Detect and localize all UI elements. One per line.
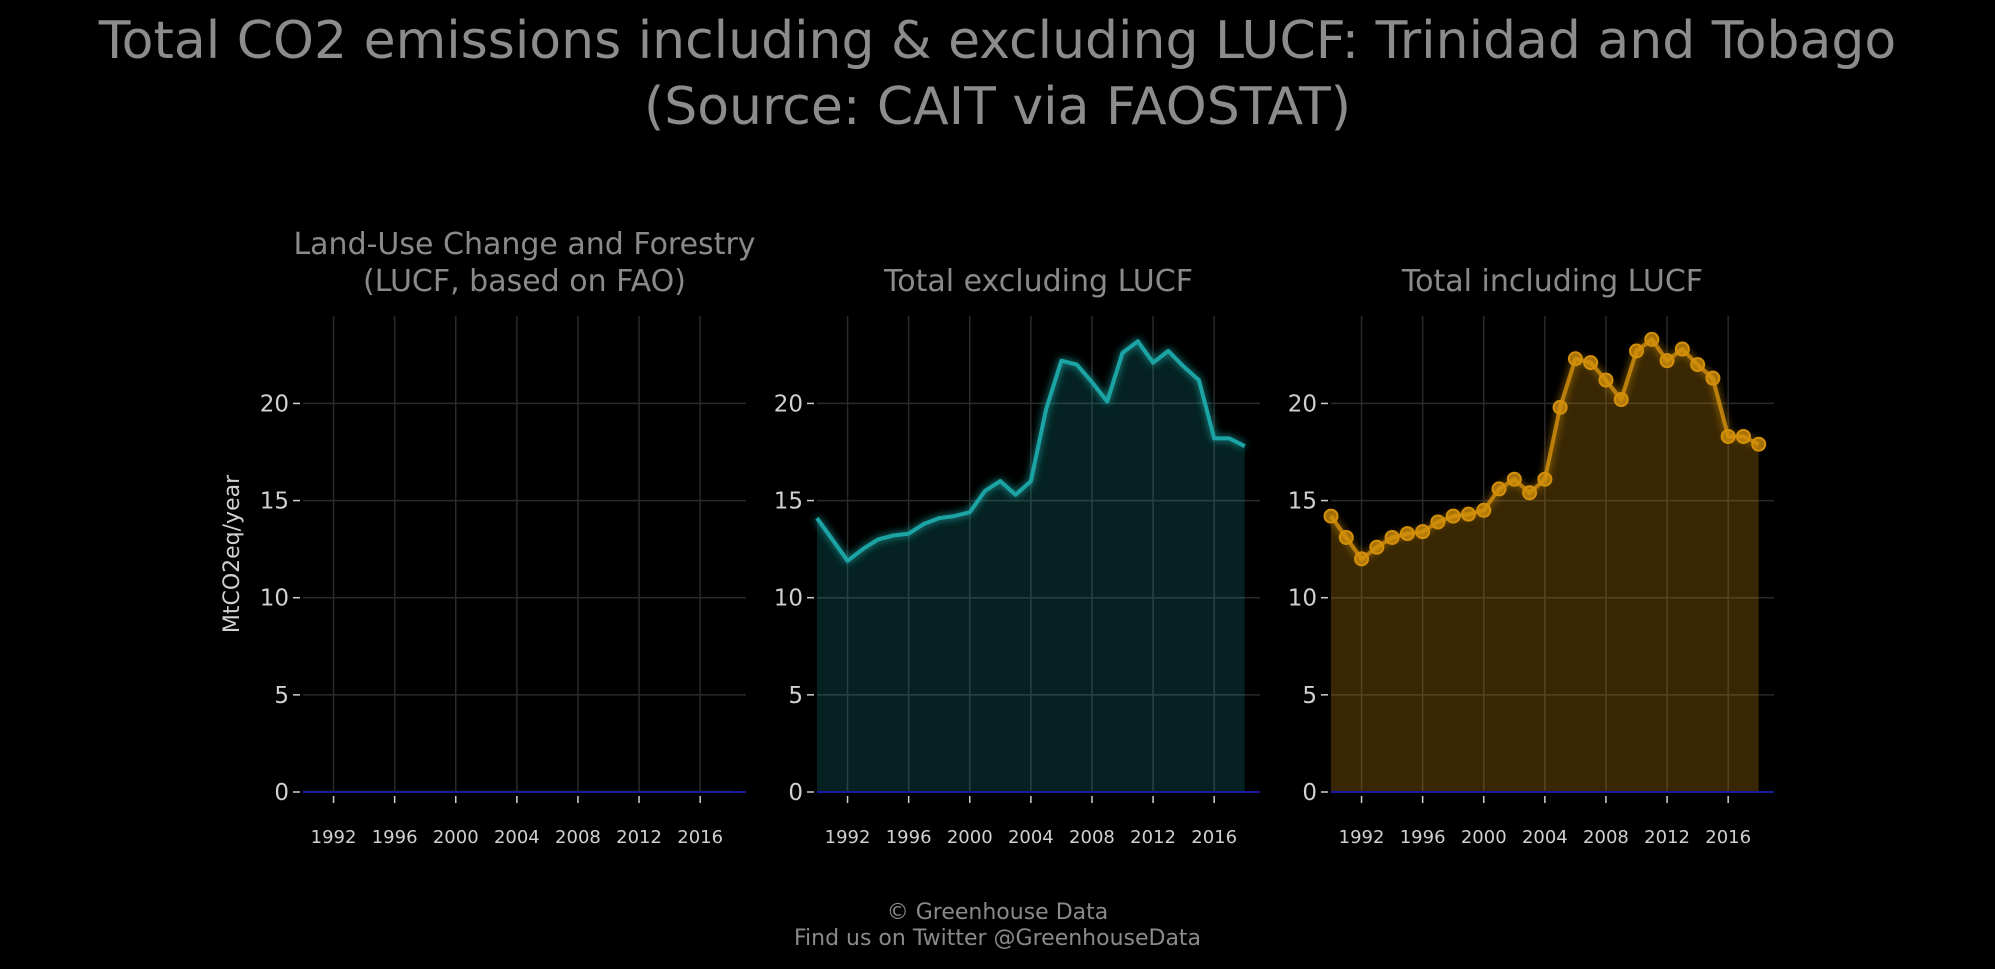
data-point [1369,539,1385,555]
y-axis-label: MtCO2eq/year [220,474,245,633]
y-tick-label: 0 [788,780,803,806]
x-tick-label: 1992 [311,827,357,848]
data-point [1583,355,1599,371]
x-tick-label: 1992 [1339,827,1385,848]
x-tick-label: 2012 [1130,827,1176,848]
x-tick-label: 1996 [1400,827,1446,848]
y-tick-label: 0 [274,780,289,806]
y-tick-label: 0 [1302,780,1317,806]
x-tick-label: 2016 [677,827,723,848]
data-point [1659,353,1675,369]
x-tick-label: 2008 [1583,827,1629,848]
footer-twitter: Find us on Twitter @GreenhouseData [793,926,1202,951]
panel-title: Land-Use Change and Forestry [293,227,755,262]
data-point [1522,485,1538,501]
y-tick-label: 10 [1288,586,1317,612]
data-point [1491,481,1507,497]
panel-3: Total including LUCF 0 5 10 15 20 1992 1996 2000… [1288,264,1774,848]
y-tick-label: 10 [774,586,803,612]
data-point [1415,524,1431,540]
data-point [1751,436,1767,452]
data-point [1720,428,1736,444]
data-point [1399,526,1415,542]
footer: © Greenhouse Data Find us on Twitter @Gr… [0,900,1995,952]
x-tick-label: 1996 [372,827,418,848]
data-point [1629,343,1645,359]
data-point [1445,508,1461,524]
panel-title: (LUCF, based on FAO) [363,264,686,299]
data-point [1338,529,1354,545]
y-tick-label: 5 [274,683,289,709]
x-tick-label: 2004 [494,827,540,848]
x-tick-label: 2016 [1191,827,1237,848]
y-tick-label: 15 [260,489,289,515]
data-point [1644,331,1660,347]
x-tick-label: 2008 [555,827,601,848]
y-tick-label: 5 [1302,683,1317,709]
panel-title: Total excluding LUCF [883,264,1193,299]
x-tick-label: 2012 [1644,827,1690,848]
data-point [1705,370,1721,386]
y-tick-label: 20 [260,391,289,417]
data-point [1476,502,1492,518]
x-tick-label: 2000 [947,827,993,848]
panel-2: Total excluding LUCF 0 5 10 15 20 1992 1996 2000… [774,264,1260,848]
x-tick-label: 1992 [825,827,871,848]
panel-1: Land-Use Change and Forestry(LUCF, based… [220,227,756,848]
data-point [1552,399,1568,415]
y-tick-label: 10 [260,586,289,612]
data-point [1735,428,1751,444]
y-tick-label: 20 [1288,391,1317,417]
x-tick-label: 2004 [1008,827,1054,848]
x-tick-label: 2000 [433,827,479,848]
x-tick-label: 2016 [1705,827,1751,848]
data-point [1674,341,1690,357]
data-point [1567,351,1583,367]
y-tick-label: 20 [774,391,803,417]
data-point [1690,357,1706,373]
panel-title: Total including LUCF [1401,264,1703,299]
data-point [1323,508,1339,524]
series-line [815,339,1246,563]
series-area [1331,339,1759,792]
y-tick-label: 5 [788,683,803,709]
y-tick-label: 15 [774,489,803,515]
y-tick-label: 15 [1288,489,1317,515]
x-tick-label: 2012 [616,827,662,848]
data-point [1598,372,1614,388]
series-area [817,341,1245,792]
x-tick-label: 2008 [1069,827,1115,848]
x-tick-label: 1996 [886,827,932,848]
data-point [1430,514,1446,530]
x-tick-label: 2004 [1522,827,1568,848]
data-point [1384,529,1400,545]
data-point [1354,551,1370,567]
chart-title: Total CO2 emissions including & excludin… [98,11,1897,137]
data-point [1460,506,1476,522]
data-point [1506,471,1522,487]
data-point [1613,392,1629,408]
data-point [1537,471,1553,487]
footer-copyright: © Greenhouse Data [886,900,1109,925]
x-tick-label: 2000 [1461,827,1507,848]
